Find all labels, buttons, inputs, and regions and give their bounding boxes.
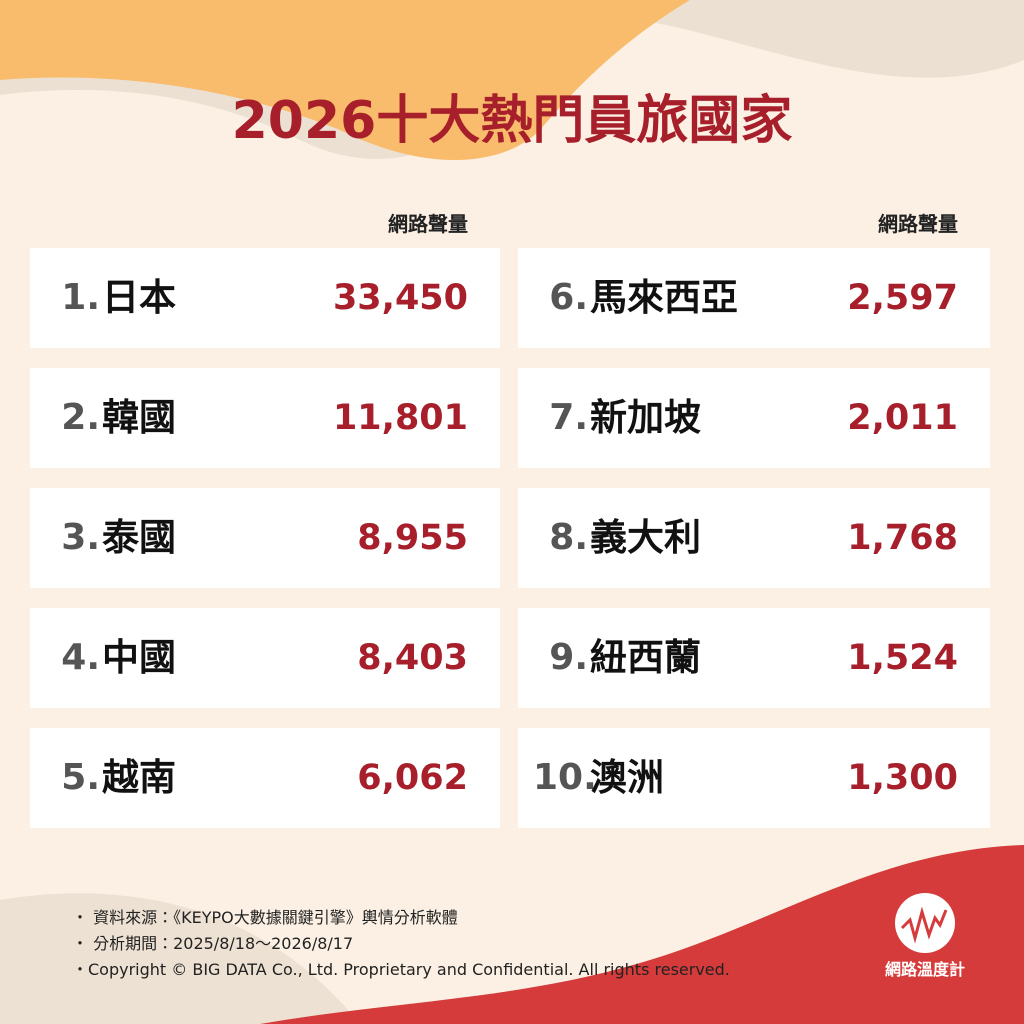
volume-value: 1,768 <box>847 518 958 558</box>
rank: 9. <box>549 637 588 678</box>
country-name: 新加坡 <box>590 396 701 439</box>
volume-value: 8,955 <box>357 518 468 558</box>
country-name: 澳洲 <box>590 756 664 799</box>
bg-shape <box>260 845 1024 1024</box>
bg-shape <box>0 893 360 1024</box>
row-card <box>518 608 990 708</box>
column-header: 網路聲量 <box>878 212 958 236</box>
title: 2026十大熱門員旅國家 <box>231 91 793 151</box>
row-card <box>30 608 500 708</box>
country-name: 韓國 <box>102 396 176 439</box>
rank: 3. <box>61 517 100 558</box>
country-name: 馬來西亞 <box>590 276 738 319</box>
country-name: 義大利 <box>590 516 701 559</box>
rank: 2. <box>61 397 100 438</box>
row-card <box>30 368 500 468</box>
rank: 5. <box>61 757 100 798</box>
footnote: ・Copyright © BIG DATA Co., Ltd. Propriet… <box>72 960 730 979</box>
volume-value: 1,300 <box>847 758 958 798</box>
column-header: 網路聲量 <box>388 212 468 236</box>
country-name: 中國 <box>102 636 176 679</box>
rank: 10. <box>533 757 597 798</box>
footnote: ・ 分析期間：2025/8/18～2026/8/17 <box>72 934 354 953</box>
country-name: 日本 <box>102 276 176 319</box>
country-name: 越南 <box>102 756 176 799</box>
volume-value: 8,403 <box>357 638 468 678</box>
footnote: ・ 資料來源：《KEYPO大數據關鍵引擎》輿情分析軟體 <box>72 908 458 927</box>
country-name: 紐西蘭 <box>590 636 701 679</box>
bg-shape <box>0 0 690 160</box>
row-card <box>518 488 990 588</box>
row-card <box>518 728 990 828</box>
volume-value: 1,524 <box>847 638 958 678</box>
rank: 8. <box>549 517 588 558</box>
volume-value: 2,597 <box>847 278 958 318</box>
row-card <box>30 488 500 588</box>
row-card <box>30 248 500 348</box>
row-card <box>30 728 500 828</box>
volume-value: 6,062 <box>357 758 468 798</box>
rank: 1. <box>61 277 100 318</box>
logo-text: 網路溫度計 <box>884 960 965 979</box>
row-card <box>518 368 990 468</box>
rank: 4. <box>61 637 100 678</box>
country-name: 泰國 <box>102 516 176 559</box>
volume-value: 2,011 <box>847 398 958 438</box>
row-card <box>518 248 990 348</box>
volume-value: 11,801 <box>332 398 468 438</box>
volume-value: 33,450 <box>332 278 468 318</box>
rank: 6. <box>549 277 588 318</box>
logo-icon <box>900 906 948 944</box>
rank: 7. <box>549 397 588 438</box>
